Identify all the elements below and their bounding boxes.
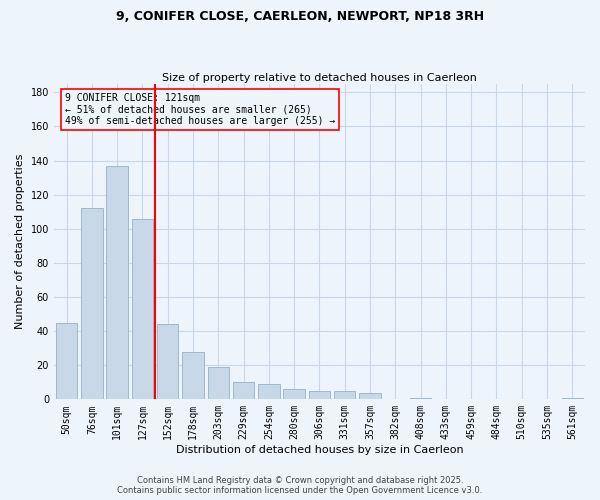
Bar bbox=[131, 218, 153, 400]
Bar bbox=[258, 384, 280, 400]
Bar bbox=[182, 352, 204, 400]
Bar bbox=[562, 398, 583, 400]
Bar bbox=[208, 367, 229, 400]
Y-axis label: Number of detached properties: Number of detached properties bbox=[15, 154, 25, 329]
Text: Contains HM Land Registry data © Crown copyright and database right 2025.
Contai: Contains HM Land Registry data © Crown c… bbox=[118, 476, 482, 495]
Bar bbox=[81, 208, 103, 400]
Title: Size of property relative to detached houses in Caerleon: Size of property relative to detached ho… bbox=[162, 73, 477, 83]
Bar bbox=[309, 391, 330, 400]
Bar bbox=[334, 391, 355, 400]
X-axis label: Distribution of detached houses by size in Caerleon: Distribution of detached houses by size … bbox=[176, 445, 463, 455]
Bar bbox=[359, 392, 381, 400]
Bar bbox=[233, 382, 254, 400]
Bar bbox=[283, 389, 305, 400]
Bar bbox=[56, 322, 77, 400]
Text: 9, CONIFER CLOSE, CAERLEON, NEWPORT, NP18 3RH: 9, CONIFER CLOSE, CAERLEON, NEWPORT, NP1… bbox=[116, 10, 484, 23]
Bar bbox=[106, 166, 128, 400]
Bar bbox=[157, 324, 178, 400]
Bar bbox=[410, 398, 431, 400]
Text: 9 CONIFER CLOSE: 121sqm
← 51% of detached houses are smaller (265)
49% of semi-d: 9 CONIFER CLOSE: 121sqm ← 51% of detache… bbox=[65, 93, 335, 126]
